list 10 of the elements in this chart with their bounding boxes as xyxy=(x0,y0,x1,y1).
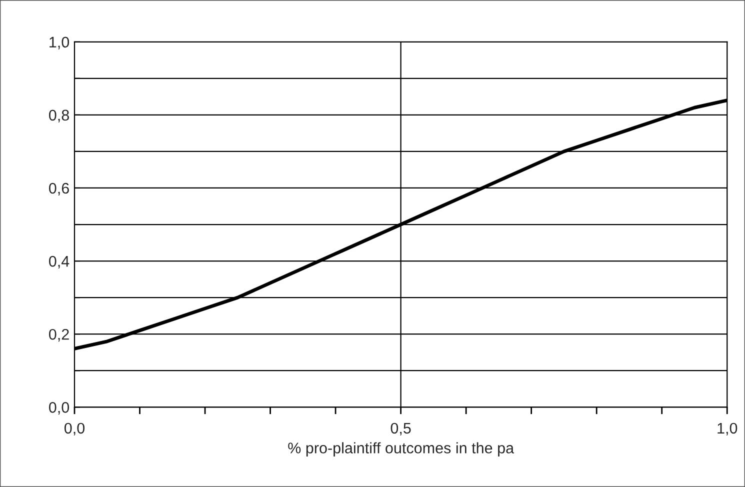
x-tick-label: 0,5 xyxy=(390,422,411,436)
y-tick-label: 0,4 xyxy=(49,256,70,269)
y-tick-label: 0,2 xyxy=(49,328,69,342)
x-axis-title: % pro-plaintiff outcomes in the pa xyxy=(288,442,514,456)
y-tick-label: 1,0 xyxy=(50,36,70,50)
y-tick-label: 0,6 xyxy=(49,182,69,196)
y-tick-label: 0,8 xyxy=(49,110,69,122)
x-tick-label: 0,0 xyxy=(64,422,85,436)
y-tick-label: 0,0 xyxy=(49,402,70,415)
x-tick-label: 1,0 xyxy=(718,422,738,436)
